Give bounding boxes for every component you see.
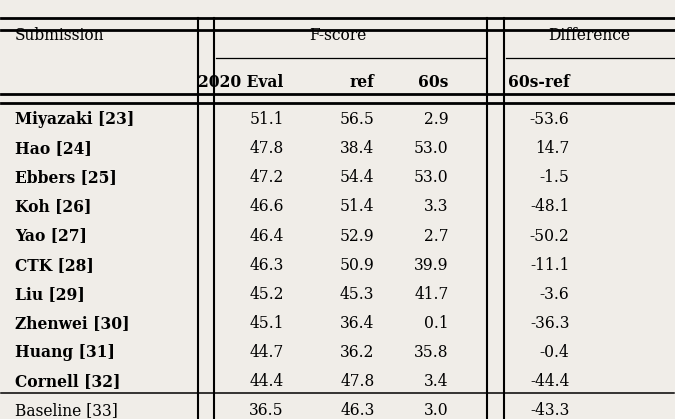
Text: 44.7: 44.7 [250, 344, 284, 361]
Text: -3.6: -3.6 [540, 286, 570, 303]
Text: Zhenwei [30]: Zhenwei [30] [15, 315, 130, 331]
Text: Baseline [33]: Baseline [33] [15, 402, 117, 419]
Text: ref: ref [350, 74, 375, 91]
Text: Liu [29]: Liu [29] [15, 286, 84, 303]
Text: 53.0: 53.0 [414, 140, 448, 158]
Text: 3.0: 3.0 [424, 402, 448, 419]
Text: 54.4: 54.4 [340, 169, 375, 186]
Text: 53.0: 53.0 [414, 169, 448, 186]
Text: Huang [31]: Huang [31] [15, 344, 115, 361]
Text: -53.6: -53.6 [530, 111, 570, 128]
Text: 0.1: 0.1 [424, 315, 448, 331]
Text: 3.4: 3.4 [424, 372, 448, 390]
Text: -1.5: -1.5 [539, 169, 570, 186]
Text: -48.1: -48.1 [530, 199, 570, 215]
Text: 2020 Eval: 2020 Eval [198, 74, 284, 91]
Text: 56.5: 56.5 [340, 111, 375, 128]
Text: -36.3: -36.3 [530, 315, 570, 331]
Text: 46.4: 46.4 [249, 228, 284, 245]
Text: -50.2: -50.2 [530, 228, 570, 245]
Text: -0.4: -0.4 [540, 344, 570, 361]
Text: CTK [28]: CTK [28] [15, 256, 94, 274]
Text: 45.2: 45.2 [249, 286, 284, 303]
Text: 52.9: 52.9 [340, 228, 375, 245]
Text: 2.7: 2.7 [424, 228, 448, 245]
Text: 46.3: 46.3 [340, 402, 375, 419]
Text: 47.8: 47.8 [250, 140, 284, 158]
Text: -11.1: -11.1 [530, 256, 570, 274]
Text: 44.4: 44.4 [250, 372, 284, 390]
Text: 45.1: 45.1 [249, 315, 284, 331]
Text: Submission: Submission [15, 27, 105, 44]
Text: 46.6: 46.6 [249, 199, 284, 215]
Text: 36.4: 36.4 [340, 315, 375, 331]
Text: 36.5: 36.5 [249, 402, 284, 419]
Text: -44.4: -44.4 [530, 372, 570, 390]
Text: Hao [24]: Hao [24] [15, 140, 92, 158]
Text: 47.8: 47.8 [340, 372, 375, 390]
Text: 51.4: 51.4 [340, 199, 375, 215]
Text: -43.3: -43.3 [530, 402, 570, 419]
Text: Cornell [32]: Cornell [32] [15, 372, 120, 390]
Text: 46.3: 46.3 [249, 256, 284, 274]
Text: 41.7: 41.7 [414, 286, 448, 303]
Text: 60s-ref: 60s-ref [508, 74, 570, 91]
Text: 14.7: 14.7 [535, 140, 570, 158]
Text: F-score: F-score [309, 27, 366, 44]
Text: 45.3: 45.3 [340, 286, 375, 303]
Text: Difference: Difference [549, 27, 630, 44]
Text: 2.9: 2.9 [424, 111, 448, 128]
Text: 36.2: 36.2 [340, 344, 375, 361]
Text: Ebbers [25]: Ebbers [25] [15, 169, 117, 186]
Text: 60s: 60s [418, 74, 448, 91]
Text: 38.4: 38.4 [340, 140, 375, 158]
Text: 47.2: 47.2 [250, 169, 284, 186]
Text: 35.8: 35.8 [414, 344, 448, 361]
Text: 51.1: 51.1 [249, 111, 284, 128]
Text: 39.9: 39.9 [414, 256, 448, 274]
Text: 3.3: 3.3 [424, 199, 448, 215]
Text: 50.9: 50.9 [340, 256, 375, 274]
Text: Koh [26]: Koh [26] [15, 199, 91, 215]
Text: Miyazaki [23]: Miyazaki [23] [15, 111, 134, 128]
Text: Yao [27]: Yao [27] [15, 228, 87, 245]
